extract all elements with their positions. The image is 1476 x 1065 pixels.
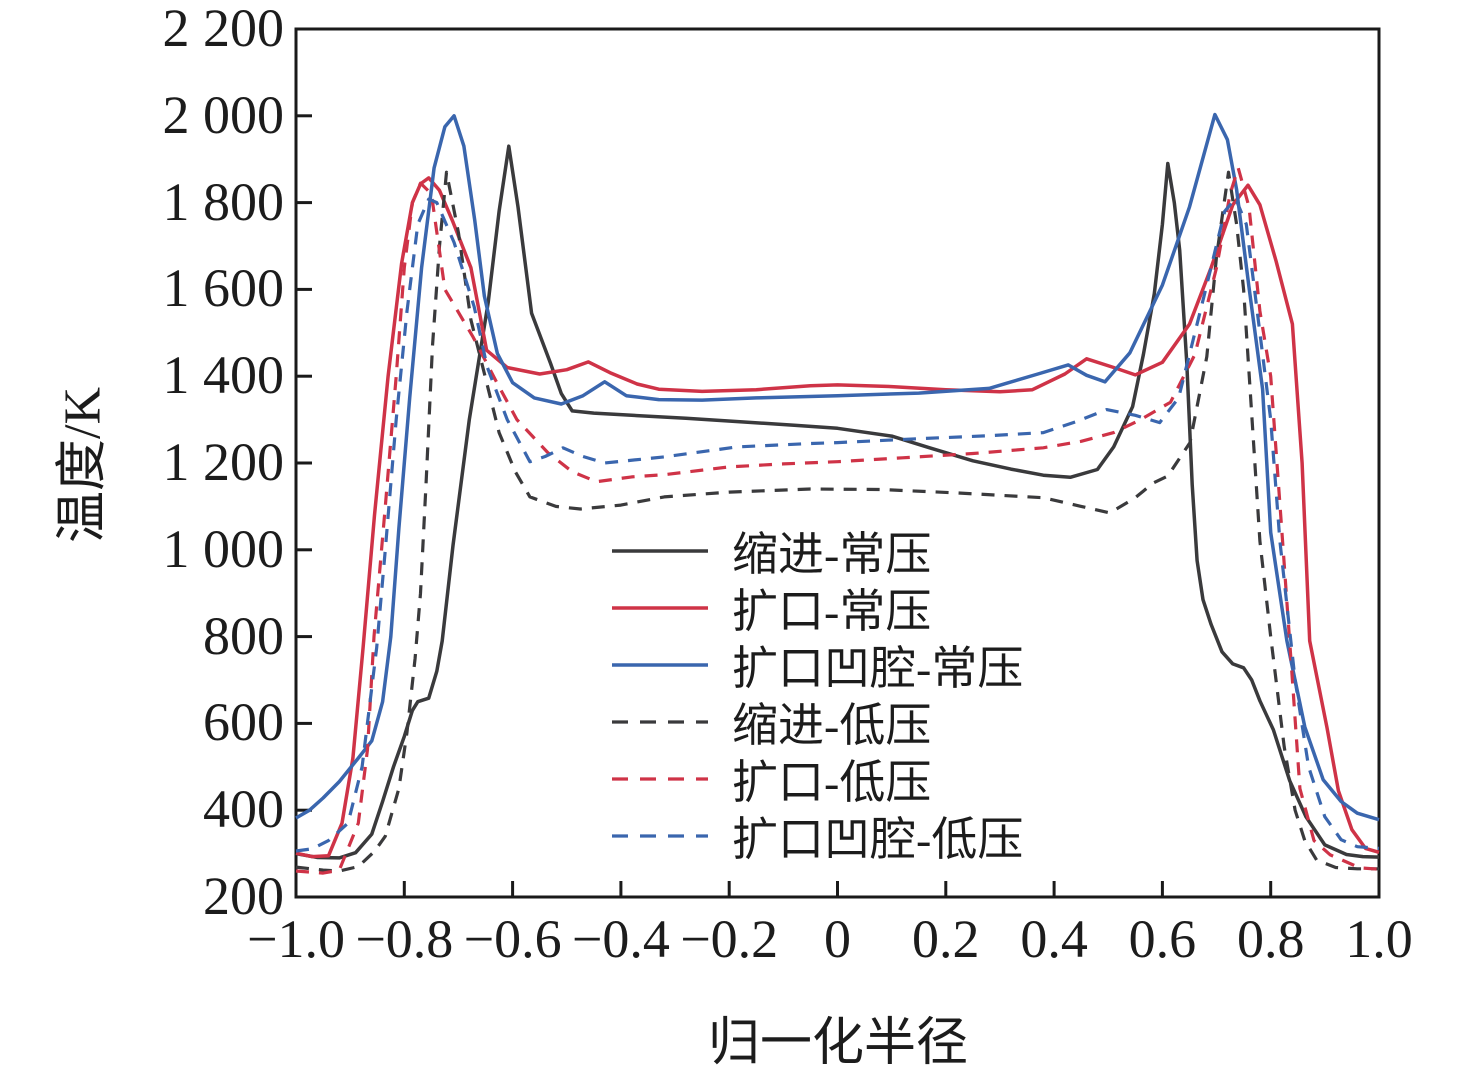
y-tick-label: 1 200 xyxy=(162,431,285,492)
legend-item-flare-cavity-low-pressure: 扩口凹腔-低压 xyxy=(612,807,1023,865)
series-shrink-normal-pressure xyxy=(295,144,1380,860)
legend: 缩进-常压 扩口-常压 扩口凹腔-常压 缩进-低压 扩口-低压 扩口凹腔-低压 xyxy=(612,522,1023,865)
x-tick-label: 1.0 xyxy=(1345,909,1413,969)
x-tick-label: −0.2 xyxy=(680,909,779,969)
x-tick-label: 0.4 xyxy=(1020,909,1088,969)
series-flare-normal-pressure xyxy=(295,176,1380,859)
legend-label: 扩口凹腔-常压 xyxy=(732,642,1024,694)
legend-item-shrink-normal-pressure: 缩进-常压 xyxy=(612,522,1023,580)
x-tick-label: −1.0 xyxy=(247,909,345,969)
y-tick-label: 2 000 xyxy=(162,84,285,145)
legend-item-flare-low-pressure: 扩口-低压 xyxy=(612,750,1023,808)
x-tick-label: 0 xyxy=(824,909,851,969)
y-axis-title: 温度/K xyxy=(54,386,112,544)
legend-label: 扩口-常压 xyxy=(732,585,932,637)
x-tick-label: −0.4 xyxy=(571,909,670,969)
x-tick-label: −0.8 xyxy=(355,909,454,969)
x-tick-label: 0.6 xyxy=(1128,909,1197,969)
series-flare-cavity-low-pressure xyxy=(295,196,1380,853)
series-shrink-low-pressure xyxy=(295,170,1379,873)
legend-label: 扩口-低压 xyxy=(732,756,932,808)
y-tick-label: 600 xyxy=(203,692,284,753)
x-tick-label: 0.2 xyxy=(912,909,980,969)
legend-label: 扩口凹腔-低压 xyxy=(732,813,1024,865)
y-tick-label: 2 200 xyxy=(162,0,285,58)
legend-line-sample xyxy=(612,548,708,553)
legend-line-sample xyxy=(612,605,708,610)
legend-line-sample xyxy=(612,719,708,724)
y-tick-label: 1 000 xyxy=(162,518,285,579)
legend-item-shrink-low-pressure: 缩进-低压 xyxy=(612,693,1023,751)
y-tick-label: 1 600 xyxy=(162,258,285,319)
y-tick-label: 1 800 xyxy=(162,171,285,232)
y-tick-label: 1 400 xyxy=(162,344,285,405)
x-tick-label: 0.8 xyxy=(1236,909,1305,969)
series-flare-cavity-normal-pressure xyxy=(295,112,1380,822)
legend-label: 缩进-低压 xyxy=(732,699,932,751)
legend-line-sample xyxy=(612,833,708,838)
legend-item-flare-cavity-normal-pressure: 扩口凹腔-常压 xyxy=(612,636,1023,694)
y-tick-label: 800 xyxy=(203,605,284,666)
legend-line-sample xyxy=(612,776,708,781)
legend-label: 缩进-常压 xyxy=(732,528,932,580)
y-tick-label: 200 xyxy=(203,865,284,926)
x-tick-label: −0.6 xyxy=(463,909,562,969)
legend-line-sample xyxy=(612,662,708,667)
x-axis-title: 归一化半径 xyxy=(707,1015,969,1065)
legend-item-flare-normal-pressure: 扩口-常压 xyxy=(612,579,1023,637)
y-tick-label: 400 xyxy=(203,778,284,839)
series-flare-low-pressure xyxy=(295,166,1380,875)
